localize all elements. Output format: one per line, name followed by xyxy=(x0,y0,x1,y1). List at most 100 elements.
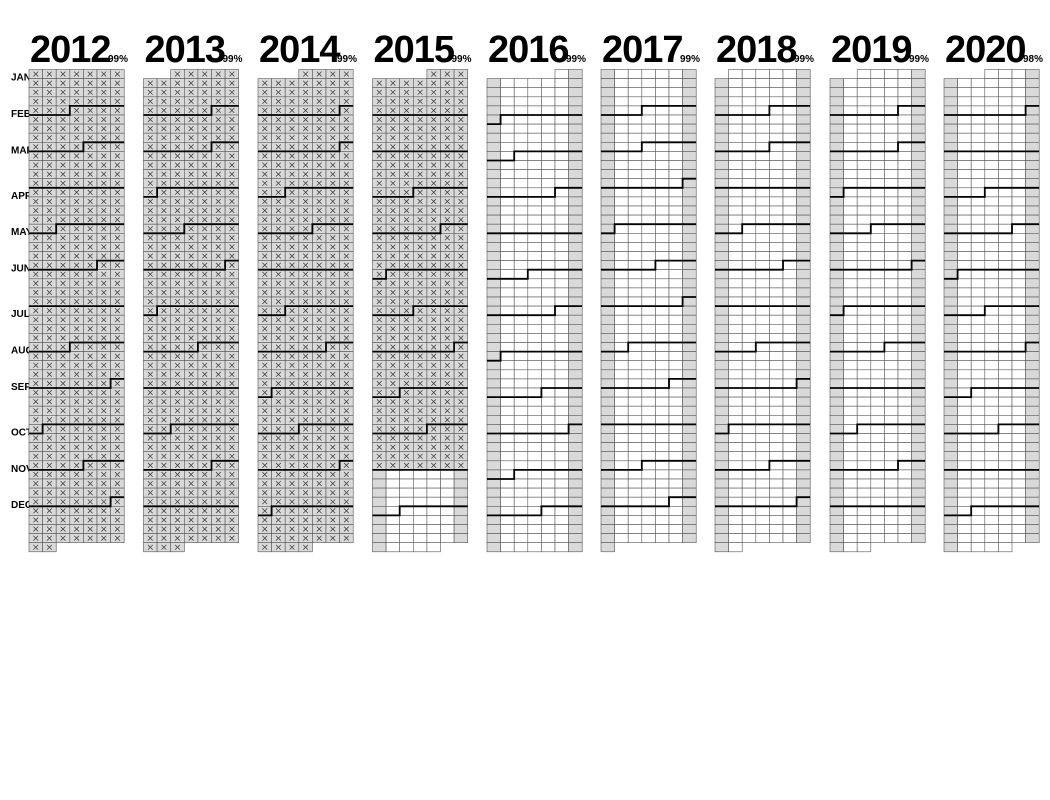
day-cell xyxy=(513,105,529,116)
done-mark xyxy=(188,98,194,105)
day-cell xyxy=(943,369,958,380)
day-cell xyxy=(554,123,569,134)
day-cell xyxy=(554,342,569,352)
day-cell xyxy=(829,260,844,271)
done-mark xyxy=(60,453,66,459)
day-cell xyxy=(1025,524,1040,534)
day-cell xyxy=(600,287,615,298)
day-cell xyxy=(668,333,683,343)
done-mark xyxy=(33,535,39,541)
day-cell xyxy=(500,424,515,434)
day-cell xyxy=(614,87,629,98)
day-cell xyxy=(957,151,972,161)
day-cell xyxy=(970,287,986,298)
day-cell xyxy=(769,496,784,507)
day-cell xyxy=(911,433,926,443)
day-cell xyxy=(527,469,542,480)
month-label-jun: JUN xyxy=(11,264,31,275)
day-cell xyxy=(741,496,757,507)
day-cell xyxy=(728,533,743,543)
day-cell xyxy=(897,478,912,489)
day-cell xyxy=(856,114,872,125)
day-cell xyxy=(1025,369,1040,380)
day-cell xyxy=(486,178,501,189)
day-cell xyxy=(1011,369,1026,380)
day-cell xyxy=(527,442,542,453)
day-cell xyxy=(600,396,615,407)
day-cell xyxy=(655,214,670,225)
day-cell xyxy=(796,342,811,352)
day-cell xyxy=(957,260,972,271)
day-cell xyxy=(641,323,656,334)
day-cell xyxy=(655,505,670,516)
day-cell xyxy=(984,505,999,516)
done-mark xyxy=(215,326,221,332)
done-mark xyxy=(33,508,39,514)
day-cell xyxy=(1025,96,1040,107)
day-cell xyxy=(1025,178,1040,189)
day-cell xyxy=(412,478,428,489)
year-title: 2017 xyxy=(602,29,683,71)
day-cell xyxy=(884,496,899,507)
day-cell xyxy=(769,533,784,543)
day-cell xyxy=(568,515,583,525)
day-cell xyxy=(957,442,972,453)
day-cell xyxy=(554,169,569,180)
day-cell xyxy=(998,487,1013,498)
done-mark xyxy=(46,162,53,168)
day-cell xyxy=(682,132,697,143)
day-cell xyxy=(755,469,770,480)
day-cell xyxy=(655,69,670,79)
done-mark xyxy=(60,171,66,177)
day-cell xyxy=(486,369,501,380)
month-boundaries xyxy=(29,105,125,508)
day-cell xyxy=(957,333,972,343)
day-cell xyxy=(440,487,455,498)
day-cell xyxy=(600,233,615,243)
day-cell xyxy=(568,414,583,425)
day-cell xyxy=(614,378,629,389)
day-cell xyxy=(627,114,643,125)
done-mark xyxy=(101,271,107,277)
day-cell xyxy=(527,460,542,471)
done-mark xyxy=(87,226,93,232)
day-cell xyxy=(856,123,872,134)
day-cell xyxy=(870,469,885,480)
done-mark xyxy=(87,344,93,350)
day-cell xyxy=(600,478,615,489)
day-cell xyxy=(728,396,743,407)
day-cell xyxy=(668,287,683,298)
done-mark xyxy=(46,135,53,141)
day-cell xyxy=(755,160,770,170)
day-cell xyxy=(513,314,529,325)
day-cell xyxy=(600,496,615,507)
day-cell xyxy=(627,223,643,234)
day-cell xyxy=(782,233,797,243)
done-mark xyxy=(161,307,167,314)
day-cell xyxy=(385,524,401,534)
day-cell xyxy=(655,533,670,543)
day-cell xyxy=(884,424,899,434)
done-mark xyxy=(114,226,121,232)
day-cell xyxy=(829,160,844,170)
day-cell xyxy=(970,123,986,134)
done-mark xyxy=(46,462,53,469)
day-cell xyxy=(541,496,556,507)
day-cell xyxy=(943,333,958,343)
day-cell xyxy=(769,524,784,534)
day-cell xyxy=(500,269,515,280)
day-cell xyxy=(614,369,629,380)
day-cell xyxy=(769,369,784,380)
day-cell xyxy=(714,196,729,207)
done-mark xyxy=(101,444,107,450)
done-mark xyxy=(33,526,39,532)
day-cell xyxy=(627,524,643,534)
day-cell xyxy=(486,442,501,453)
done-mark xyxy=(73,289,80,296)
day-cell xyxy=(998,305,1013,316)
day-cell xyxy=(554,269,569,280)
day-cell xyxy=(943,351,958,362)
day-cell xyxy=(728,151,743,161)
day-cell xyxy=(970,87,986,98)
day-cell xyxy=(796,123,811,134)
